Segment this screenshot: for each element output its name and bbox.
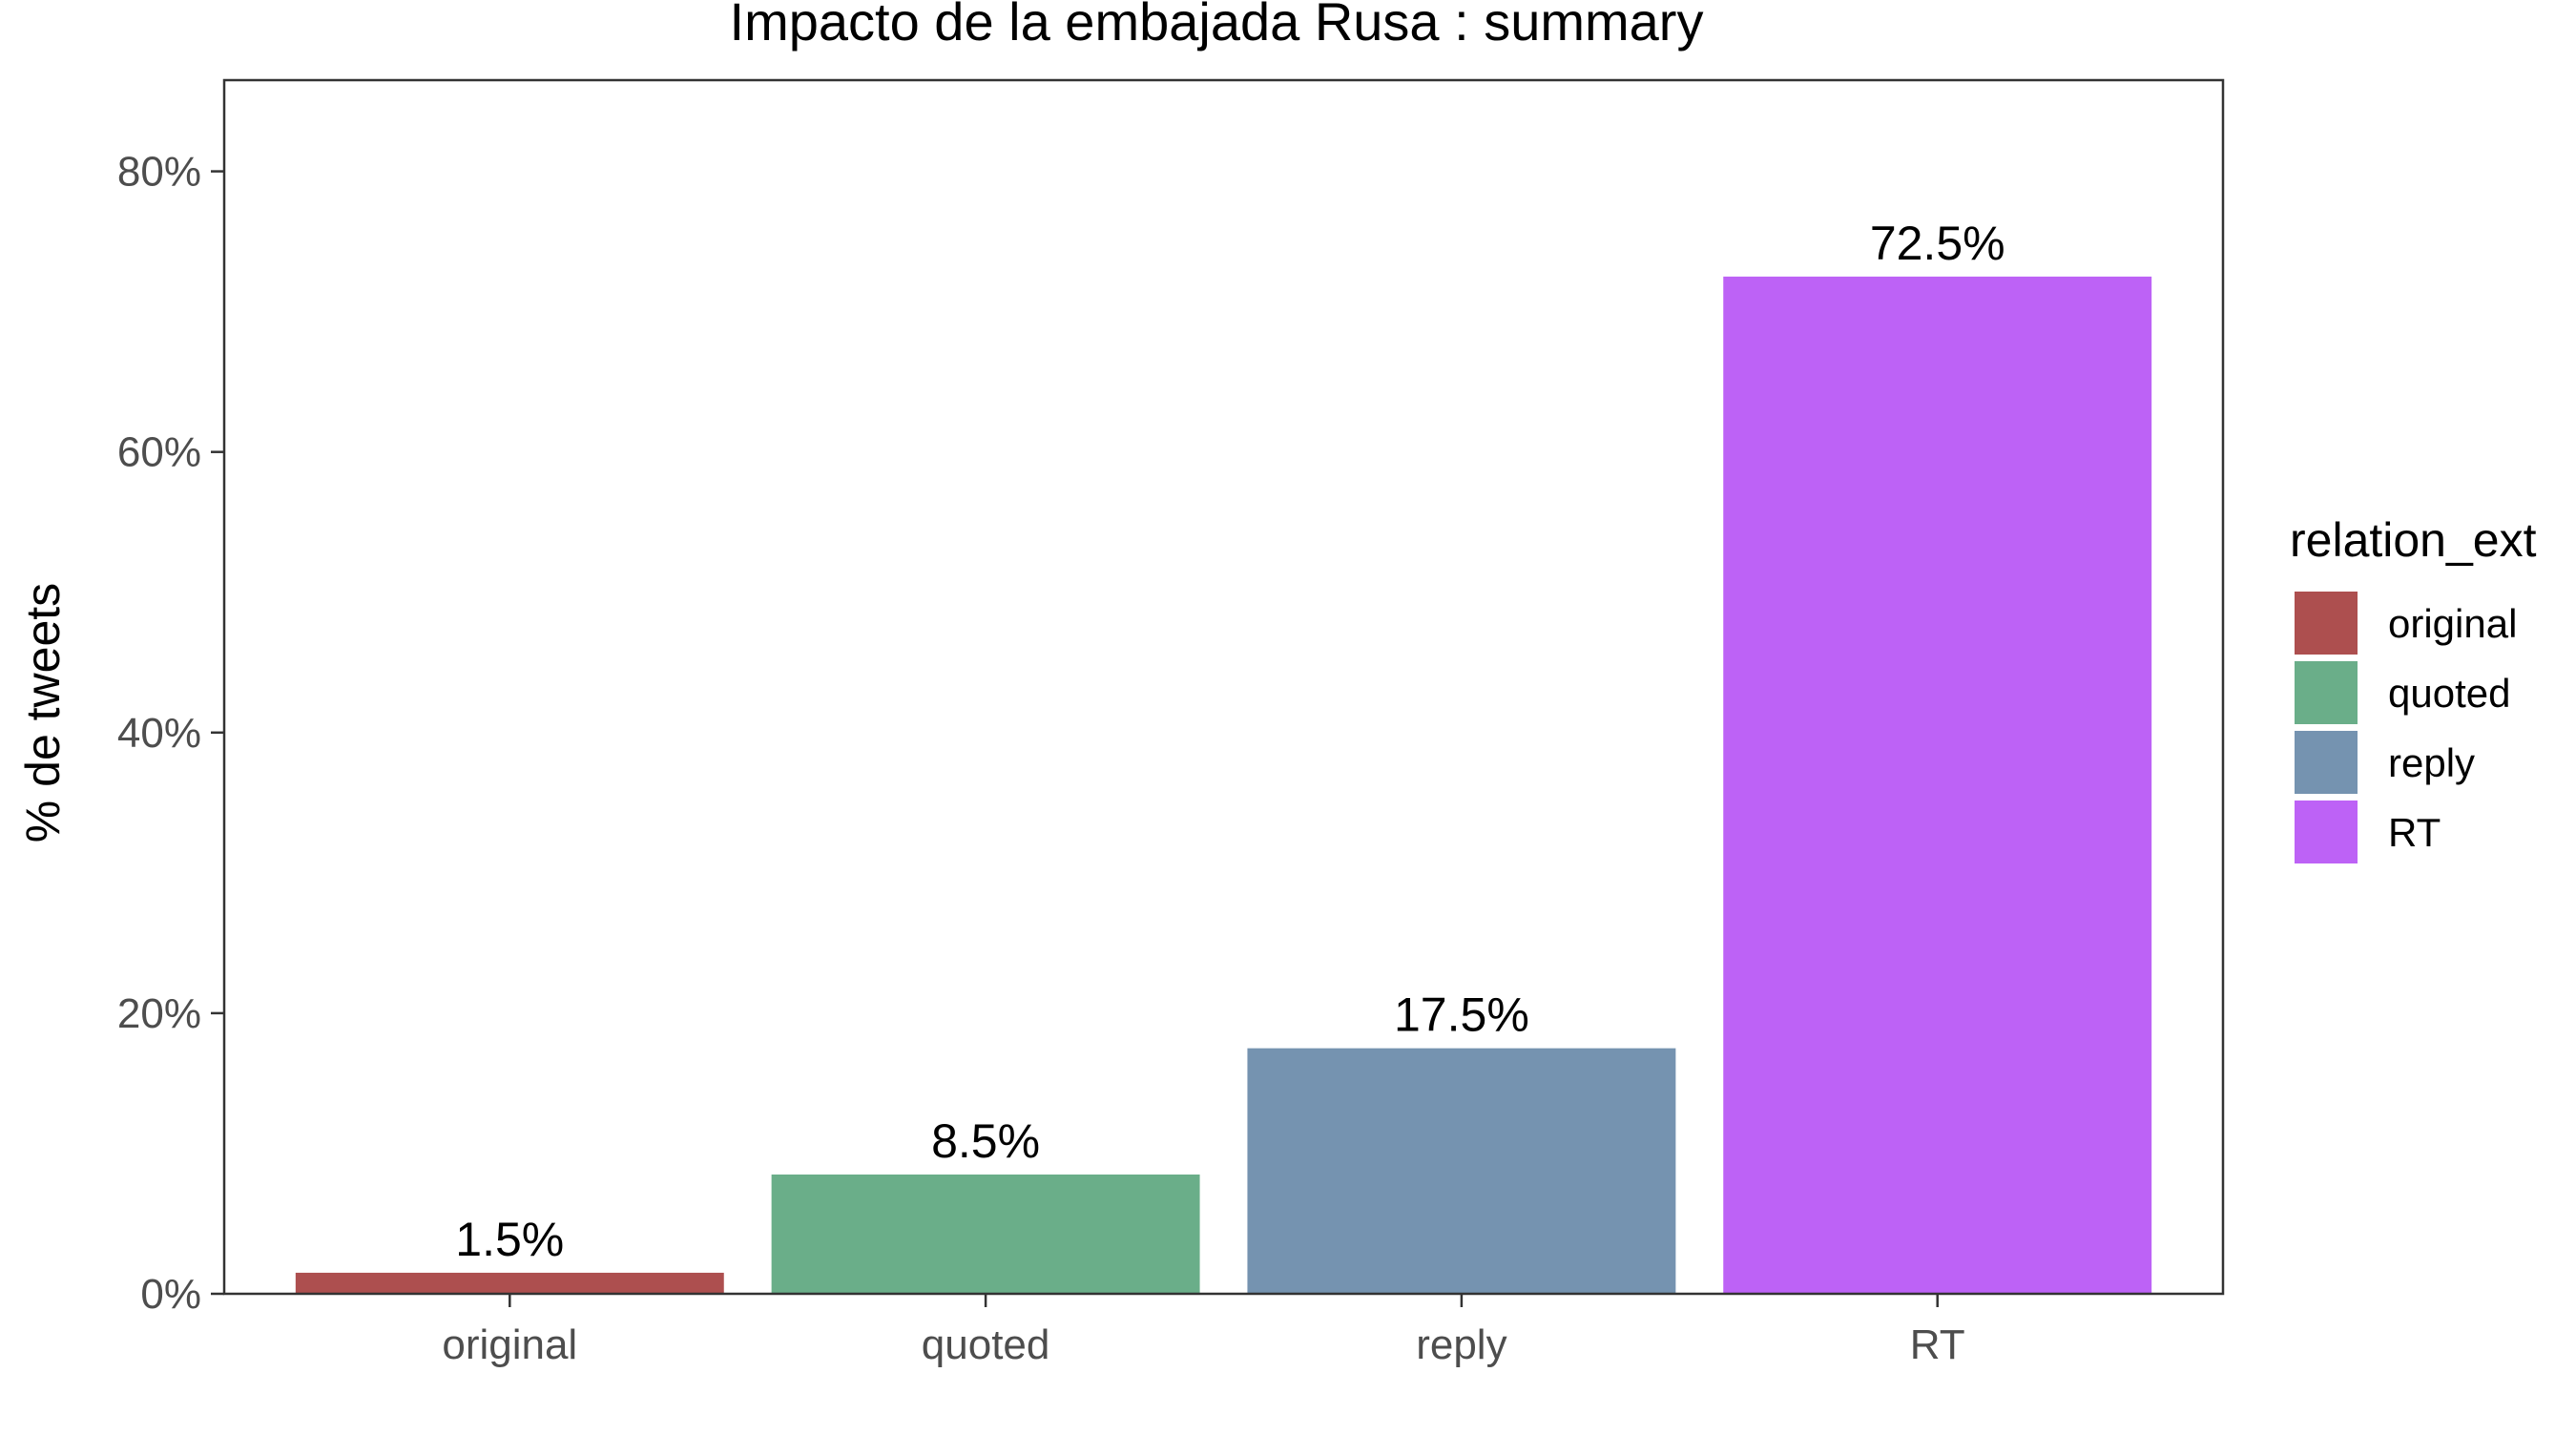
y-tick-label: 0% [140,1271,201,1318]
x-tick-label: RT [1910,1321,1965,1368]
legend: relation_ext original quoted reply RT [2290,513,2537,863]
legend-label: reply [2388,740,2475,785]
legend-key-original [2295,592,2358,655]
legend-label: RT [2388,810,2441,855]
y-axis-label: % de tweets [16,583,70,842]
legend-key-quoted [2295,661,2358,724]
y-tick-label: 40% [117,710,201,757]
panel-border [222,78,2225,1296]
legend-title: relation_ext [2290,513,2537,567]
plot-area: 1.5% 8.5% 17.5% 72.5% 0% 20% 40% 60% 80% original… [117,78,2225,1368]
bar-value-label: 72.5% [1870,217,2005,270]
bar-value-label: 17.5% [1394,988,1529,1042]
y-tick-label: 20% [117,990,201,1037]
legend-label: quoted [2388,671,2510,716]
bar-value-label: 1.5% [455,1213,564,1266]
y-tick-label: 80% [117,149,201,196]
x-tick-label: reply [1416,1321,1506,1368]
bar-reply [1247,1048,1676,1294]
bar-value-label: 8.5% [931,1114,1040,1168]
bar-quoted [771,1175,1200,1294]
bar-original [295,1272,724,1294]
legend-label: original [2388,601,2517,646]
y-tick-label: 60% [117,429,201,476]
x-tick-label: original [442,1321,577,1368]
bar-rt [1723,276,2152,1295]
chart-title: Impacto de la embajada Rusa : summary [730,0,1704,52]
legend-key-rt [2295,801,2358,863]
x-tick-label: quoted [922,1321,1050,1368]
legend-key-reply [2295,731,2358,794]
